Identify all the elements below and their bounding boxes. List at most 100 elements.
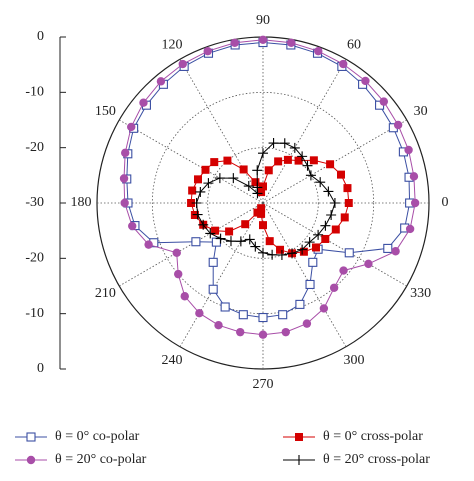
data-point xyxy=(188,186,197,195)
data-point xyxy=(214,320,223,330)
data-point xyxy=(191,237,201,247)
legend-marker xyxy=(294,455,304,465)
data-point xyxy=(194,175,203,184)
data-point xyxy=(278,310,288,320)
data-point xyxy=(364,259,373,269)
legend-marker xyxy=(26,432,36,442)
data-point xyxy=(274,157,283,166)
angle-label: 300 xyxy=(344,353,365,368)
r-tick-label: -20 xyxy=(25,251,44,266)
grid-ring xyxy=(151,91,375,315)
data-point xyxy=(305,170,316,181)
r-tick-label: -10 xyxy=(25,85,44,100)
legend-marker xyxy=(26,455,36,465)
data-point xyxy=(361,76,370,86)
data-point xyxy=(192,209,203,220)
data-point xyxy=(257,204,266,213)
data-point xyxy=(191,198,202,208)
data-point xyxy=(323,186,334,197)
data-point xyxy=(236,327,245,337)
legend-label: θ = 0° cross-polar xyxy=(323,429,423,444)
data-point xyxy=(309,156,318,165)
data-point xyxy=(339,266,348,275)
data-point xyxy=(250,241,261,252)
data-point xyxy=(326,210,337,221)
data-point xyxy=(393,120,403,130)
data-point xyxy=(302,160,313,171)
data-point xyxy=(409,172,419,181)
legend-label: θ = 20° cross-polar xyxy=(323,452,430,467)
data-point xyxy=(297,151,308,162)
angle-label: 210 xyxy=(95,286,116,301)
data-point xyxy=(311,243,320,252)
data-point xyxy=(299,247,308,256)
data-point xyxy=(259,182,267,191)
data-point xyxy=(119,174,129,183)
r-tick-label: -10 xyxy=(25,306,44,321)
data-point xyxy=(281,327,290,337)
data-point xyxy=(258,247,268,258)
angle-label: 240 xyxy=(162,353,183,368)
data-point xyxy=(243,181,254,192)
data-point xyxy=(344,248,354,258)
data-point xyxy=(314,46,323,56)
data-point xyxy=(225,236,236,247)
legend-marker xyxy=(295,433,303,441)
data-point xyxy=(244,234,255,245)
data-point xyxy=(383,243,393,253)
data-point xyxy=(230,38,239,47)
data-point xyxy=(304,237,315,248)
data-point xyxy=(308,257,318,267)
data-point xyxy=(120,198,129,208)
data-point xyxy=(203,178,214,189)
data-point xyxy=(187,199,196,207)
data-point xyxy=(331,225,340,234)
data-point xyxy=(305,279,315,290)
data-point xyxy=(172,248,181,257)
data-point xyxy=(302,319,312,328)
data-point xyxy=(225,227,234,236)
data-point xyxy=(326,160,335,169)
data-point xyxy=(313,229,324,240)
data-point xyxy=(276,249,287,260)
data-point xyxy=(287,38,296,47)
r-tick-label: 0 xyxy=(37,361,44,376)
data-point xyxy=(279,138,290,149)
data-point xyxy=(268,138,279,149)
data-point xyxy=(315,177,326,188)
data-point xyxy=(267,249,278,260)
legend-label: θ = 0° co-polar xyxy=(55,429,140,444)
data-point xyxy=(208,257,218,267)
data-point xyxy=(265,237,274,246)
angle-label: 60 xyxy=(347,38,361,53)
angle-label: 270 xyxy=(253,377,274,392)
data-point xyxy=(251,178,260,187)
data-point xyxy=(174,269,183,279)
angle-label: 180 xyxy=(71,195,92,210)
data-point xyxy=(344,199,353,207)
data-point xyxy=(329,198,340,208)
data-point xyxy=(220,302,230,312)
grid-ring xyxy=(207,147,319,259)
data-point xyxy=(404,145,413,155)
data-point xyxy=(156,77,166,86)
angle-label: 0 xyxy=(442,195,449,210)
data-point xyxy=(336,170,345,179)
data-point xyxy=(223,156,232,165)
data-point xyxy=(259,221,267,230)
data-point xyxy=(180,292,189,301)
spoke xyxy=(262,59,347,204)
spoke xyxy=(179,59,264,204)
data-point xyxy=(144,240,153,249)
data-point xyxy=(241,220,250,229)
data-point xyxy=(252,165,263,176)
legend-label: θ = 20° co-polar xyxy=(55,452,147,467)
data-point xyxy=(264,166,273,175)
data-point xyxy=(297,244,308,255)
data-point xyxy=(321,234,330,243)
data-point xyxy=(228,173,239,184)
data-point xyxy=(252,188,263,199)
data-point xyxy=(391,247,400,256)
data-point xyxy=(289,142,300,153)
